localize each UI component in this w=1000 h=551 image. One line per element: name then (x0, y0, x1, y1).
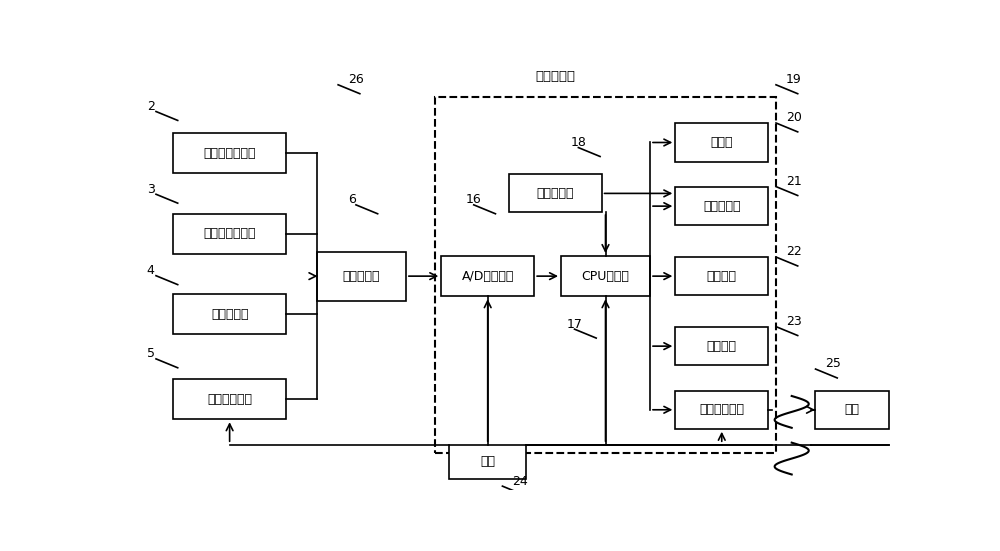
Text: 18: 18 (571, 136, 586, 149)
Text: CPU处理器: CPU处理器 (582, 269, 629, 283)
Text: 显示器: 显示器 (710, 136, 733, 149)
Text: 17: 17 (567, 317, 583, 331)
Text: 23: 23 (786, 315, 802, 328)
FancyBboxPatch shape (173, 214, 286, 254)
Text: 20: 20 (786, 111, 802, 125)
Text: 22: 22 (786, 245, 802, 258)
Text: 19: 19 (786, 73, 802, 86)
Text: 6: 6 (348, 193, 356, 206)
Text: A/D转换电路: A/D转换电路 (462, 269, 514, 283)
Text: 电源: 电源 (480, 455, 495, 468)
FancyBboxPatch shape (317, 252, 406, 300)
FancyBboxPatch shape (173, 379, 286, 419)
Text: 瓦斯流量传感器: 瓦斯流量传感器 (203, 227, 256, 240)
FancyBboxPatch shape (509, 174, 602, 213)
Text: 2: 2 (147, 100, 155, 113)
FancyBboxPatch shape (173, 133, 286, 173)
FancyBboxPatch shape (675, 187, 768, 225)
Text: 地应力传感器: 地应力传感器 (207, 393, 252, 406)
Text: 25: 25 (826, 358, 841, 370)
Text: 分站: 分站 (844, 403, 859, 416)
Text: 5: 5 (147, 347, 155, 360)
Text: 信号输出接口: 信号输出接口 (699, 403, 744, 416)
FancyBboxPatch shape (675, 327, 768, 365)
FancyBboxPatch shape (675, 123, 768, 161)
FancyBboxPatch shape (675, 257, 768, 295)
Text: 数据存储器: 数据存储器 (703, 199, 740, 213)
FancyBboxPatch shape (441, 256, 534, 296)
Text: 瓦斯压力传感器: 瓦斯压力传感器 (203, 147, 256, 160)
Text: 数据采集仪: 数据采集仪 (343, 269, 380, 283)
FancyBboxPatch shape (173, 294, 286, 334)
FancyBboxPatch shape (675, 391, 768, 429)
Text: 24: 24 (512, 474, 528, 488)
Text: 16: 16 (466, 193, 482, 206)
Text: 操作键盘: 操作键盘 (707, 339, 737, 353)
Text: 3: 3 (147, 183, 155, 196)
Text: 26: 26 (348, 73, 364, 86)
Text: 21: 21 (786, 175, 802, 188)
FancyBboxPatch shape (815, 391, 889, 429)
Text: 温度传感器: 温度传感器 (211, 308, 248, 321)
Text: 通讯电路: 通讯电路 (707, 269, 737, 283)
Text: 4: 4 (147, 264, 155, 277)
Text: 主控制单元: 主控制单元 (536, 70, 576, 83)
FancyBboxPatch shape (449, 445, 526, 478)
FancyBboxPatch shape (561, 256, 650, 296)
Text: 程序存储器: 程序存储器 (536, 187, 574, 200)
